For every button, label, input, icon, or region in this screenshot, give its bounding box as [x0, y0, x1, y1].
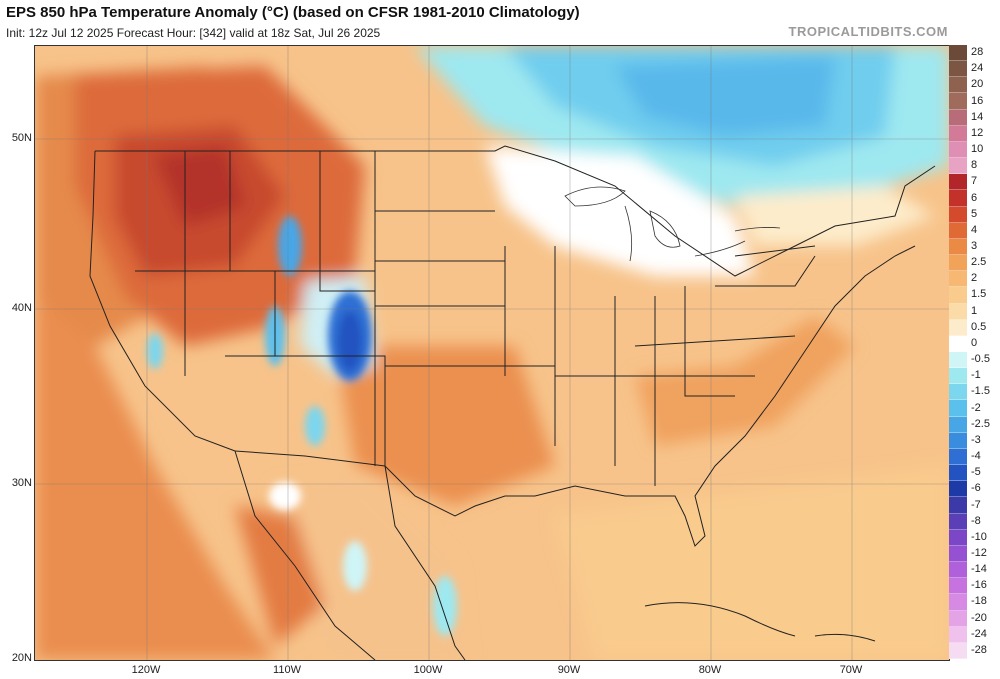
legend-swatch	[949, 400, 967, 417]
legend-swatch	[949, 352, 967, 369]
legend-label: 4	[971, 223, 978, 236]
legend-swatch	[949, 562, 967, 579]
lat-label-30n: 30N	[11, 477, 32, 489]
legend-label: -8	[971, 514, 981, 527]
legend-label: 24	[971, 62, 984, 75]
legend-label: -18	[971, 595, 987, 608]
legend-label: -1.5	[971, 385, 990, 398]
legend-label: 2.5	[971, 256, 987, 269]
legend-swatch	[949, 384, 967, 401]
legend-label: 20	[971, 78, 984, 91]
color-scale-legend	[949, 45, 967, 659]
legend-swatch	[949, 497, 967, 514]
legend-swatch	[949, 61, 967, 78]
legend-swatch	[949, 594, 967, 611]
legend-swatch	[949, 45, 967, 62]
legend-swatch	[949, 206, 967, 223]
legend-label: -2	[971, 401, 981, 414]
legend-swatch	[949, 465, 967, 482]
legend-label: -24	[971, 627, 987, 640]
legend-label: -2.5	[971, 417, 990, 430]
legend-label: -4	[971, 450, 981, 463]
legend-swatch	[949, 578, 967, 595]
legend-label: -14	[971, 563, 987, 576]
anomaly-map	[34, 45, 950, 661]
legend-label: 1	[971, 304, 978, 317]
legend-swatch	[949, 303, 967, 320]
legend-swatch	[949, 255, 967, 272]
legend-label: -16	[971, 579, 987, 592]
legend-swatch	[949, 174, 967, 191]
legend-swatch	[949, 335, 967, 352]
legend-label: 1.5	[971, 288, 987, 301]
legend-swatch	[949, 416, 967, 433]
legend-label: -7	[971, 498, 981, 511]
legend-swatch	[949, 93, 967, 110]
legend-swatch	[949, 238, 967, 256]
legend-label: -6	[971, 482, 981, 495]
legend-label: -1	[971, 369, 981, 382]
lat-label-50n: 50N	[11, 132, 32, 144]
site-brand: TROPICALTIDBITS.COM	[788, 24, 948, 39]
legend-label: 12	[971, 126, 984, 139]
lon-label-120w: 120W	[131, 664, 161, 676]
legend-label: 0	[971, 336, 978, 349]
legend-label: 10	[971, 143, 984, 156]
chart-title: EPS 850 hPa Temperature Anomaly (°C) (ba…	[6, 4, 580, 21]
legend-label: 6	[971, 191, 978, 204]
forecast-info: Init: 12z Jul 12 2025 Forecast Hour: [34…	[6, 26, 381, 40]
legend-swatch	[949, 610, 967, 627]
legend-label: -12	[971, 546, 987, 559]
legend-label: -20	[971, 611, 987, 624]
legend-label: -5	[971, 466, 981, 479]
legend-swatch	[949, 626, 967, 643]
legend-swatch	[949, 513, 967, 530]
legend-swatch	[949, 545, 967, 563]
legend-swatch	[949, 287, 967, 304]
legend-label: 7	[971, 175, 978, 188]
legend-swatch	[949, 642, 967, 659]
legend-label: -28	[971, 643, 987, 656]
legend-swatch	[949, 481, 967, 498]
legend-label: -10	[971, 530, 987, 543]
legend-label: 0.5	[971, 320, 987, 333]
legend-swatch	[949, 448, 967, 466]
legend-swatch	[949, 141, 967, 159]
legend-label: -0.5	[971, 353, 990, 366]
lon-label-90w: 90W	[557, 664, 581, 676]
legend-swatch	[949, 271, 967, 288]
map-canvas	[35, 46, 949, 660]
legend-label: 14	[971, 110, 984, 123]
legend-label: -3	[971, 433, 981, 446]
legend-swatch	[949, 222, 967, 239]
legend-label: 5	[971, 207, 978, 220]
legend-label: 8	[971, 159, 978, 172]
legend-swatch	[949, 190, 967, 207]
legend-swatch	[949, 319, 967, 336]
legend-label: 3	[971, 239, 978, 252]
lon-label-70w: 70W	[839, 664, 863, 676]
legend-label: 28	[971, 46, 984, 59]
legend-label: 2	[971, 272, 978, 285]
legend-swatch	[949, 125, 967, 142]
legend-swatch	[949, 109, 967, 126]
lon-label-80w: 80W	[698, 664, 722, 676]
legend-swatch	[949, 368, 967, 385]
lon-label-100w: 100W	[413, 664, 443, 676]
lat-label-40n: 40N	[11, 302, 32, 314]
legend-swatch	[949, 432, 967, 449]
lat-label-20n: 20N	[11, 652, 32, 664]
legend-swatch	[949, 158, 967, 175]
lon-label-110w: 110W	[273, 664, 301, 676]
legend-swatch	[949, 77, 967, 94]
legend-swatch	[949, 529, 967, 546]
legend-label: 16	[971, 94, 984, 107]
